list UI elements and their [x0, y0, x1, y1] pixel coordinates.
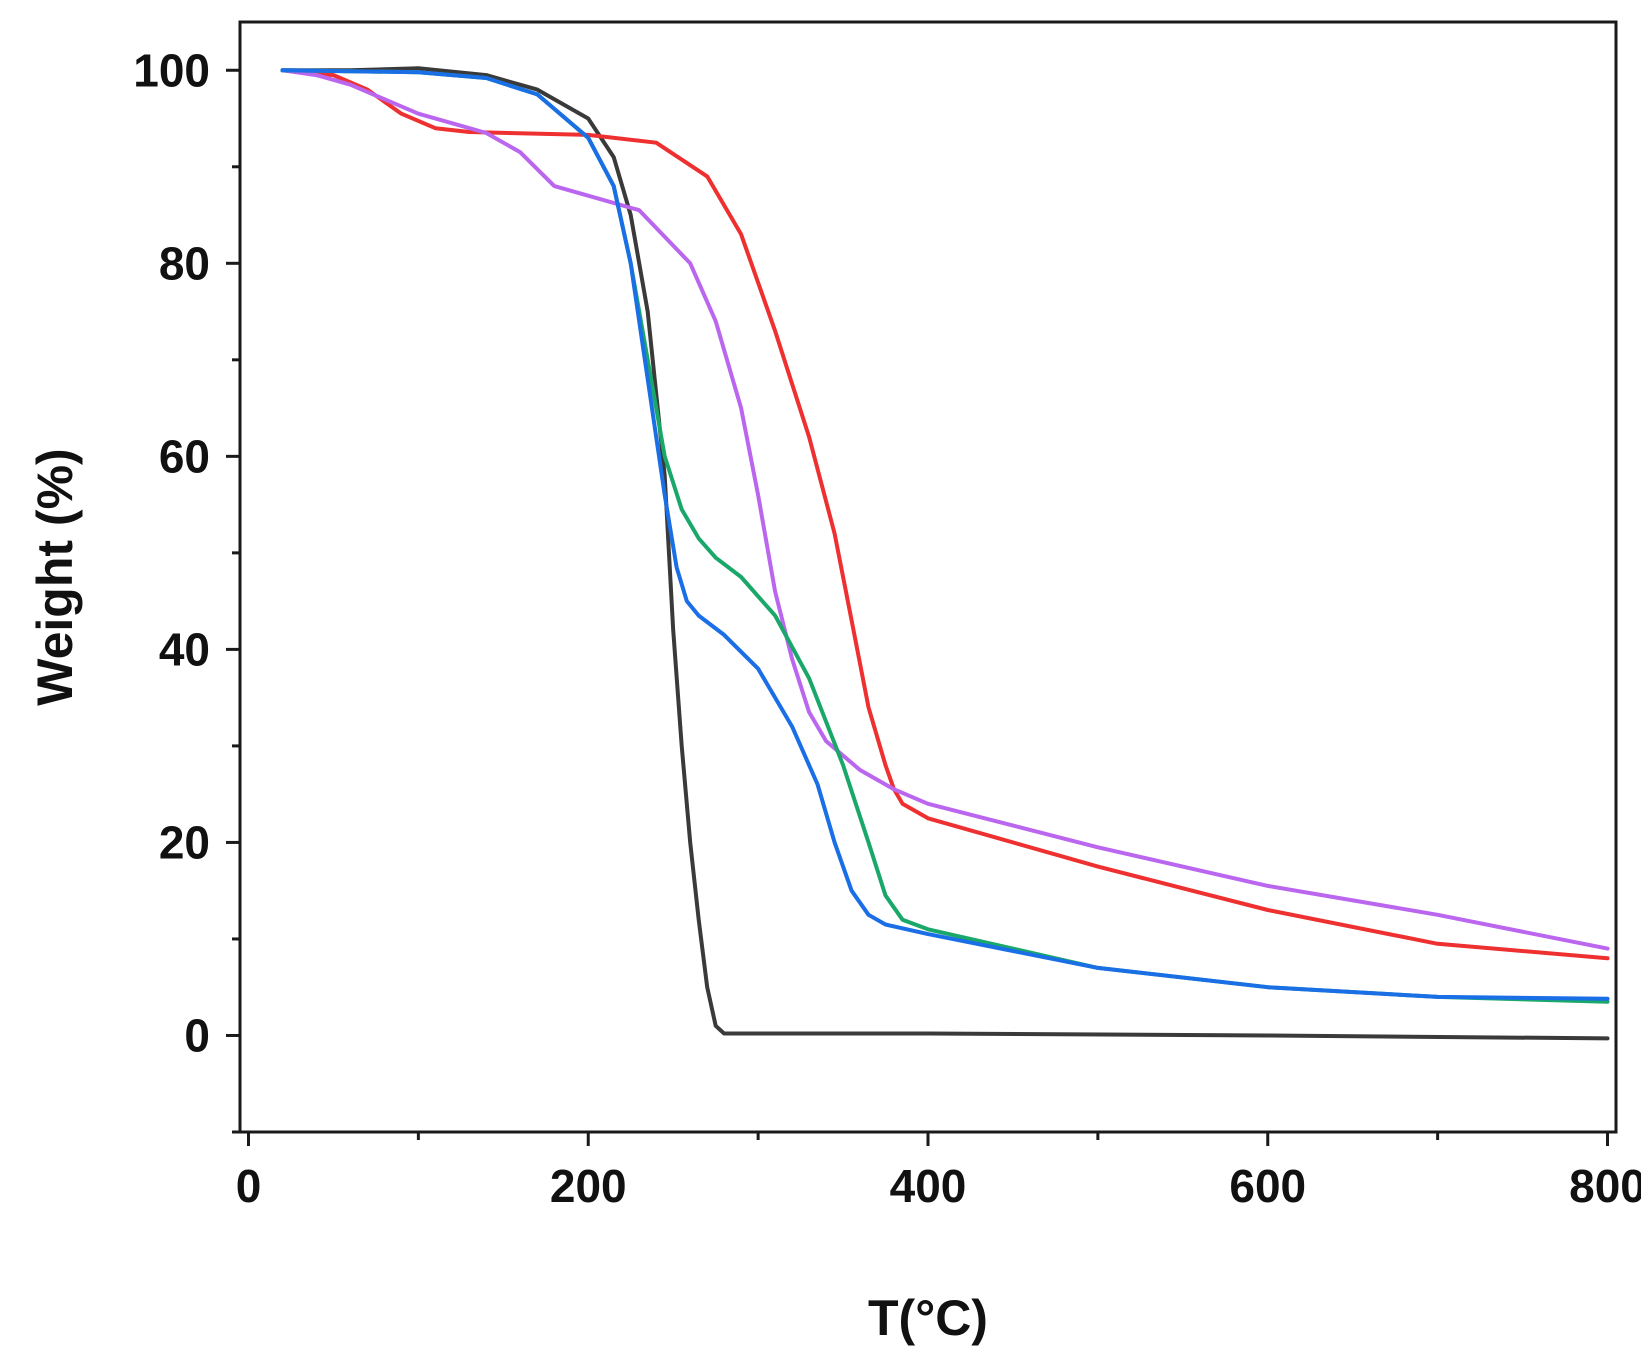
- x-axis-title: T(°C): [868, 1290, 988, 1346]
- x-tick-label: 800: [1569, 1160, 1641, 1212]
- x-tick-label: 400: [890, 1160, 967, 1212]
- y-tick-label: 80: [159, 237, 210, 289]
- x-axis: 0 200 400 600 800: [236, 1132, 1641, 1212]
- y-axis: 0 20 40 60 80 100: [133, 44, 240, 1134]
- x-tick-label: 200: [550, 1160, 627, 1212]
- y-axis-title: Weight (%): [27, 448, 83, 705]
- series-line-purple: [280, 68, 1610, 951]
- series-line-blue: [280, 68, 1610, 1001]
- y-tick-label: 20: [159, 816, 210, 868]
- series-layer: [280, 66, 1610, 1041]
- x-tick-label: 600: [1229, 1160, 1306, 1212]
- y-tick-label: 60: [159, 430, 210, 482]
- y-tick-label: 40: [159, 623, 210, 675]
- y-tick-label: 0: [184, 1009, 210, 1061]
- y-tick-label: 100: [133, 44, 210, 96]
- series-line-black: [280, 66, 1610, 1041]
- x-tick-label: 0: [236, 1160, 262, 1212]
- series-line-red: [280, 68, 1610, 961]
